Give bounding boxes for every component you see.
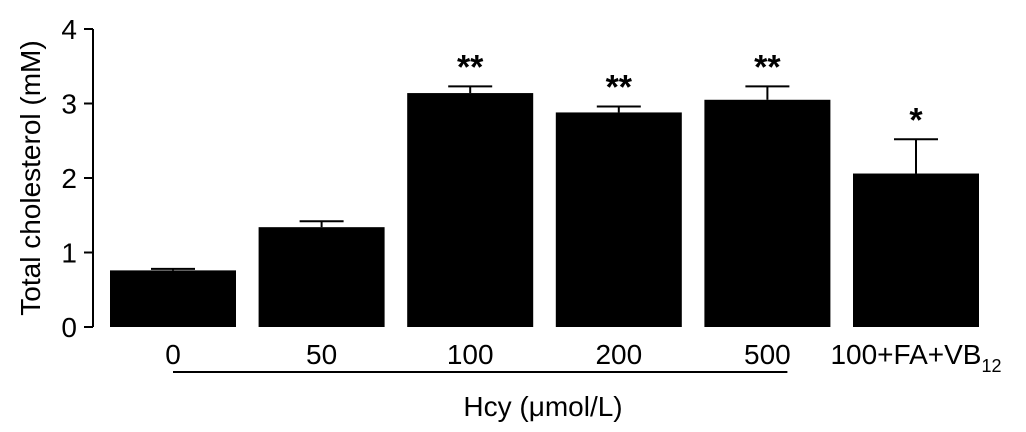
x-tick-label: 500 <box>744 339 791 370</box>
significance-mark: * <box>909 101 923 139</box>
x-tick-label-subscript: 12 <box>981 356 1001 376</box>
y-tick-label: 0 <box>61 312 77 343</box>
significance-mark: ** <box>754 48 781 86</box>
x-tick-label: 200 <box>595 339 642 370</box>
x-tick-label-text: 500 <box>744 339 791 370</box>
y-tick-label: 4 <box>61 14 77 45</box>
x-tick-label-text: 100 <box>447 339 494 370</box>
x-axis: 0 50 100 200 500 100+FA+VB12 <box>165 339 1001 376</box>
y-tick-label: 3 <box>61 89 77 120</box>
significance-marks: ******* <box>457 48 923 139</box>
y-tick-label: 2 <box>61 163 77 194</box>
x-tick-label-text: 100+FA+VB <box>830 339 981 370</box>
y-tick-label: 1 <box>61 238 77 269</box>
bar-50 <box>258 227 385 327</box>
bar-100 <box>407 93 534 327</box>
bars <box>110 93 979 328</box>
x-tick-label-text: 0 <box>165 339 181 370</box>
significance-mark: ** <box>457 48 484 86</box>
bar-0 <box>110 270 236 327</box>
x-tick-label: 100 <box>447 339 494 370</box>
bar-500 <box>704 99 831 328</box>
x-tick-label: 0 <box>165 339 181 370</box>
x-axis-title: Hcy (μmol/L) <box>463 391 622 422</box>
y-axis-title: Total cholesterol (mM) <box>15 40 46 315</box>
x-tick-label: 50 <box>306 339 337 370</box>
x-tick-label-text: 50 <box>306 339 337 370</box>
significance-mark: ** <box>606 68 633 106</box>
bar-200 <box>555 112 682 327</box>
x-tick-label: 100+FA+VB12 <box>830 339 1001 376</box>
x-tick-label-text: 200 <box>595 339 642 370</box>
error-bars <box>151 85 938 271</box>
bar-100+FA+VB12 <box>853 173 979 327</box>
y-axis: 0 1 2 3 4 <box>61 14 94 343</box>
